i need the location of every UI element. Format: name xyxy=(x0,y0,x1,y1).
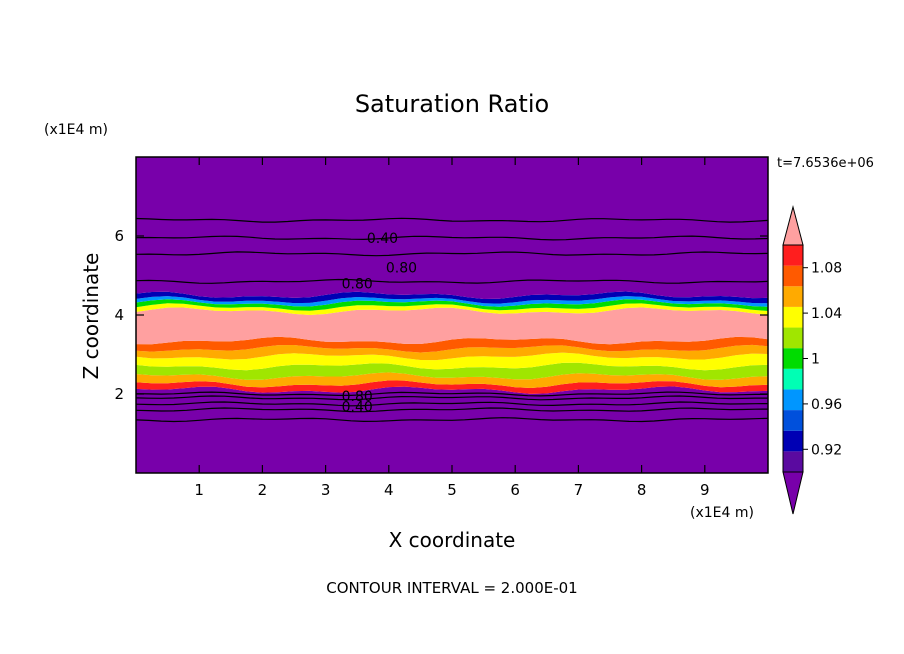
x-tick-label-0: 1 xyxy=(194,481,204,499)
contour-line-2 xyxy=(136,401,768,407)
colorbar-tick-label-0: 0.92 xyxy=(811,442,842,458)
colorbar-swatch-3 xyxy=(783,389,803,411)
colorbar-tick-label-1: 0.96 xyxy=(811,397,842,413)
value-band-2 xyxy=(136,372,768,388)
x-tick-label-8: 9 xyxy=(700,481,710,499)
value-band-11 xyxy=(136,291,768,304)
x-axis-label: X coordinate xyxy=(389,528,516,552)
value-band-1 xyxy=(136,380,768,394)
value-band-6 xyxy=(136,336,768,353)
colorbar-over-arrow xyxy=(782,205,804,246)
value-bands xyxy=(136,157,768,473)
x-tick-label-5: 6 xyxy=(510,481,520,499)
contour-lines xyxy=(136,217,768,423)
x-tick-label-1: 2 xyxy=(258,481,268,499)
x-tick-label-4: 5 xyxy=(447,481,457,499)
contour-line-7 xyxy=(136,235,768,241)
colorbar-swatch-8 xyxy=(783,286,803,307)
z-axis-label: Z coordinate xyxy=(79,253,103,380)
value-band-4 xyxy=(136,352,768,371)
value-band-3 xyxy=(136,362,768,380)
value-band-12 xyxy=(136,157,768,299)
contour-line-3 xyxy=(136,395,768,401)
contour-line-5 xyxy=(136,278,768,284)
value-band-8 xyxy=(136,303,768,315)
contour-label-0: 0.40 xyxy=(367,231,398,247)
colorbar: 0.92 0.96 1 1.04 1.08 xyxy=(782,205,842,515)
z-unit-label: (x1E4 m) xyxy=(44,122,108,138)
colorbar-swatch-7 xyxy=(783,306,803,328)
value-band-0 xyxy=(136,386,768,473)
colorbar-swatch-2 xyxy=(783,410,803,431)
contour-label-1: 0.80 xyxy=(386,261,417,277)
colorbar-swatch-10 xyxy=(783,245,803,266)
z-tick-label-0: 2 xyxy=(114,385,124,403)
z-tick-label-1: 4 xyxy=(114,306,124,324)
contour-line-1 xyxy=(136,407,768,413)
colorbar-swatch-5 xyxy=(783,348,803,369)
contour-label-2: 0.80 xyxy=(342,276,373,292)
value-band-10 xyxy=(136,296,768,307)
value-band-5 xyxy=(136,344,768,361)
contour-line-4 xyxy=(136,391,768,397)
x-tick-label-2: 3 xyxy=(321,481,331,499)
x-axis: 1 2 3 4 5 6 7 8 9 xyxy=(194,157,710,499)
z-axis: 2 4 6 xyxy=(114,227,768,403)
colorbar-under-arrow xyxy=(782,471,804,515)
colorbar-swatch-4 xyxy=(783,368,803,390)
plot-area: 0.400.800.800.800.40 xyxy=(136,157,768,473)
contour-line-6 xyxy=(136,251,768,257)
colorbar-swatch-0 xyxy=(783,451,803,472)
contour-interval-footer: CONTOUR INTERVAL = 2.000E-01 xyxy=(326,579,577,597)
contour-line-8 xyxy=(136,217,768,223)
colorbar-swatch-9 xyxy=(783,265,803,287)
colorbar-tick-label-4: 1.08 xyxy=(811,261,842,277)
colorbar-tick-label-3: 1.04 xyxy=(811,306,842,322)
value-band-7 xyxy=(136,307,768,345)
chart-title: Saturation Ratio xyxy=(355,90,549,118)
x-unit-label: (x1E4 m) xyxy=(690,505,754,521)
contour-labels: 0.400.800.800.800.40 xyxy=(342,231,417,416)
contour-line-0 xyxy=(136,417,768,423)
time-label: t=7.6536e+06 xyxy=(777,156,874,171)
value-band-9 xyxy=(136,299,768,311)
contour-label-3: 0.80 xyxy=(342,389,373,405)
colorbar-swatch-1 xyxy=(783,430,803,452)
z-tick-label-2: 6 xyxy=(114,227,124,245)
contour-label-4: 0.40 xyxy=(342,400,373,416)
x-tick-label-6: 7 xyxy=(574,481,584,499)
x-tick-label-7: 8 xyxy=(637,481,647,499)
colorbar-swatch-6 xyxy=(783,327,803,349)
x-tick-label-3: 4 xyxy=(384,481,394,499)
colorbar-tick-label-2: 1 xyxy=(811,352,820,368)
